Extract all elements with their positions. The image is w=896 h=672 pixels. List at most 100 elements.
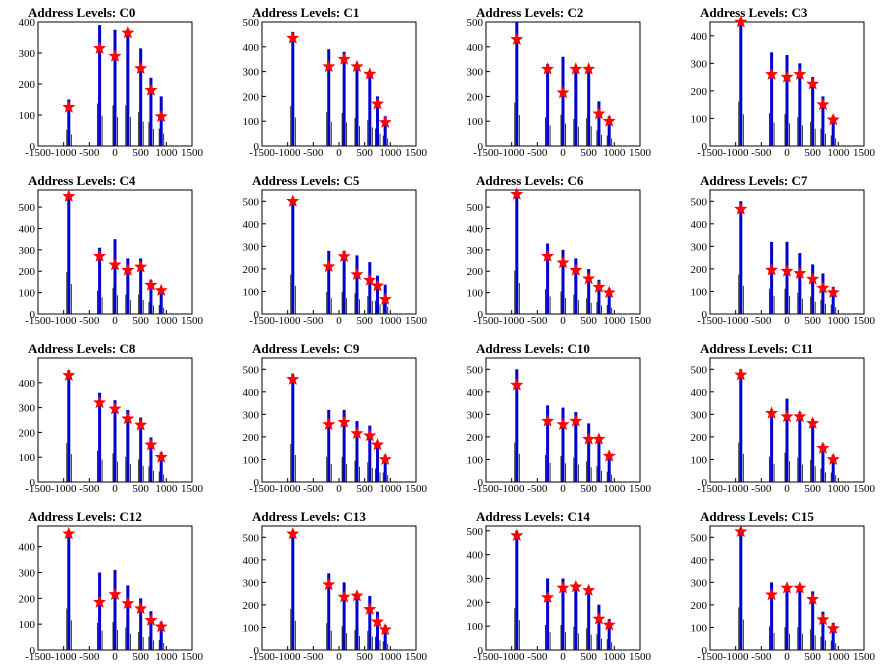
peak-marker [371, 615, 384, 628]
peak-marker [569, 414, 583, 427]
chart-plot: 0 100 200 300 400 500 -1500 -1000 -500 0 500 1000 15… [243, 189, 428, 327]
y-tick-label: 300 [691, 241, 708, 253]
peak-marker [541, 590, 555, 604]
spike-bar [821, 273, 825, 314]
x-tick-label: 1000 [603, 147, 626, 159]
spike-bar [342, 250, 346, 314]
peak-marker [121, 411, 135, 425]
x-tick-label: 1000 [827, 147, 850, 159]
x-tick-label: -1000 [275, 147, 301, 159]
peak-marker [378, 452, 392, 465]
x-tick-label: -1500 [697, 315, 723, 327]
spike-bar [798, 584, 802, 650]
spike-bar [546, 578, 550, 650]
plot-frame [261, 525, 417, 651]
peak-marker [569, 579, 583, 593]
chart-plot: 0 100 200 300 400 500 -1500 -1000 -500 0 500 1000 15… [467, 525, 652, 663]
x-tick-label: 500 [356, 483, 373, 495]
peak-marker [337, 590, 351, 603]
x-tick-label: 1000 [603, 315, 626, 327]
y-tick-label: 500 [691, 364, 708, 376]
peak-marker [602, 618, 616, 631]
peak-marker [826, 452, 840, 465]
y-tick-label: 100 [691, 113, 708, 125]
y-tick-label: 400 [691, 387, 708, 399]
x-tick-label: -1000 [275, 651, 301, 663]
spike-bar [376, 275, 379, 314]
y-tick-label: 500 [467, 526, 484, 538]
y-tick-label: 100 [467, 116, 484, 128]
y-tick-label: 100 [19, 452, 36, 464]
chart-title: Address Levels: C4 [28, 173, 136, 188]
chart-panel: Address Levels: C6 0 100 200 300 400 500 -1500-… [448, 168, 672, 336]
y-tick-label: 300 [691, 409, 708, 421]
spike-bar [126, 29, 130, 146]
spike-bar [98, 247, 102, 314]
spike-bar [574, 69, 578, 146]
x-tick-label: -1000 [275, 315, 301, 327]
x-tick-label: 500 [804, 147, 821, 159]
x-tick-label: -1500 [473, 651, 499, 663]
y-tick-label: 0 [254, 645, 260, 657]
peak-marker [816, 441, 830, 454]
y-tick-label: 400 [243, 387, 260, 399]
peak-marker [62, 189, 76, 202]
peak-marker [734, 368, 748, 381]
peak-marker [371, 97, 384, 110]
y-tick-label: 500 [243, 364, 260, 376]
x-tick-label: -1000 [51, 147, 77, 159]
spike-bar [785, 241, 789, 314]
peak-marker [337, 249, 351, 263]
peak-marker [541, 62, 555, 75]
chart-title: Address Levels: C9 [252, 341, 360, 356]
y-tick-label: 0 [30, 477, 36, 489]
peak-marker [556, 85, 570, 99]
y-tick-label: 500 [467, 17, 484, 29]
y-tick-label: 300 [19, 245, 36, 257]
peak-marker [582, 583, 596, 596]
x-tick-label: -500 [751, 315, 772, 327]
spike-bar [515, 22, 519, 146]
spike-bar [811, 77, 815, 146]
x-tick-label: 1500 [629, 483, 652, 495]
peak-marker [93, 395, 107, 409]
x-tick-label: -1000 [723, 483, 749, 495]
spike-bar [383, 116, 387, 146]
peak-marker [556, 255, 570, 269]
chart-panel: Address Levels: C11 0 100 200 300 400 500 -1500… [672, 336, 896, 504]
peak-marker [378, 622, 392, 636]
peak-marker [826, 112, 840, 126]
spike-bar [770, 52, 774, 146]
spike-bar [515, 190, 519, 314]
peak-marker [363, 428, 377, 442]
spike-bar [327, 573, 331, 650]
chart-title: Address Levels: C7 [700, 173, 808, 188]
chart-plot: 0 100 200 300 400 500 -1500 -1000 -500 0 500 1000 15… [691, 524, 876, 663]
x-tick-label: 1000 [827, 483, 850, 495]
spike-bar [798, 253, 802, 314]
plot-frame [261, 189, 417, 315]
spike-bar [355, 593, 359, 650]
peak-marker [337, 52, 351, 65]
x-tick-label: -500 [527, 315, 548, 327]
spike-bar [607, 452, 611, 482]
x-tick-label: 1000 [379, 651, 402, 663]
y-tick-label: 0 [254, 477, 260, 489]
spike-bar [113, 29, 117, 146]
x-tick-label: 1000 [827, 315, 850, 327]
x-tick-label: 1500 [181, 315, 204, 327]
y-tick-label: 200 [19, 593, 36, 605]
x-tick-label: 1000 [379, 315, 402, 327]
peak-marker [93, 41, 107, 54]
y-tick-label: 400 [19, 17, 36, 29]
spike-bar [67, 99, 71, 146]
x-tick-label: -500 [527, 147, 548, 159]
spike-bar [342, 582, 346, 650]
y-tick-label: 200 [467, 432, 484, 444]
chart-panel: Address Levels: C8 0 100 200 300 400 -1500 -100… [0, 336, 224, 504]
peak-marker [734, 15, 748, 28]
peak-marker [541, 414, 555, 427]
x-tick-label: -1000 [51, 483, 77, 495]
chart-plot: 0 100 200 300 400 -1500 -1000 -500 0 500 1000 1500 [19, 525, 204, 663]
x-tick-label: -1000 [499, 483, 525, 495]
